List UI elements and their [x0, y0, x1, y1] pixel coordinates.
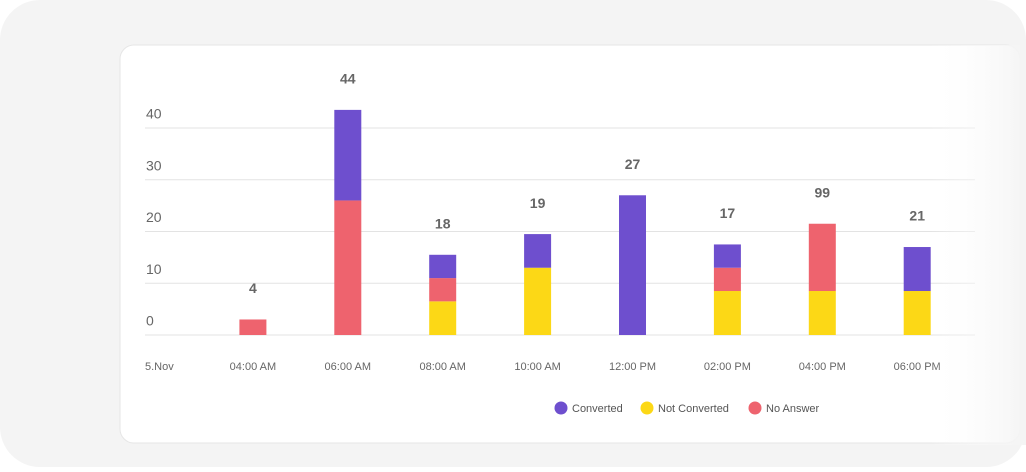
y-tick-label: 0: [146, 313, 154, 329]
bar-segment: [808, 223, 836, 292]
x-tick-label: 08:00 AM: [419, 361, 465, 373]
x-tick-label: 04:00 AM: [230, 361, 276, 373]
total-label: 18: [435, 215, 451, 231]
legend-marker: [640, 401, 654, 415]
fade-overlay: [930, 45, 1026, 445]
x-tick-label: 06:00 PM: [894, 361, 941, 373]
legend-label: Converted: [572, 403, 623, 415]
legend-marker: [748, 401, 762, 415]
total-label: 21: [909, 208, 925, 224]
card: [119, 44, 1021, 444]
bar-segment: [903, 291, 931, 335]
x-tick-label: 04:00 PM: [799, 361, 846, 373]
total-label: 19: [530, 195, 546, 211]
bar-segment: [713, 267, 741, 292]
legend-marker: [554, 401, 568, 415]
y-tick-label: 30: [146, 157, 162, 173]
x-tick-label: 02:00 PM: [704, 361, 751, 373]
bar-segment: [619, 195, 646, 335]
y-tick-label: 10: [146, 261, 162, 277]
bar-segment: [713, 244, 741, 268]
bar-segment: [239, 319, 267, 335]
bar-segment: [524, 267, 552, 335]
bar-segment: [334, 109, 362, 201]
bar-segment: [713, 291, 741, 335]
total-label: 17: [720, 205, 736, 221]
y-tick-label: 20: [146, 209, 162, 225]
bar-segment: [524, 234, 552, 268]
x-tick-label: 12:00 PM: [609, 361, 656, 373]
x-tick-label: 06:00 AM: [325, 361, 371, 373]
y-tick-label: 40: [146, 106, 162, 122]
legend-label: Not Converted: [658, 403, 729, 415]
x-tick-label: 10:00 AM: [514, 361, 560, 373]
bar-segment: [429, 278, 457, 302]
total-label: 4: [249, 280, 257, 296]
legend-label: No Answer: [766, 403, 820, 415]
bar-segment: [903, 247, 931, 292]
bar-segment: [808, 291, 836, 335]
total-label: 44: [340, 71, 356, 87]
x-tick-label: 5.Nov: [145, 361, 174, 373]
bar-segment: [429, 254, 457, 279]
bar-segment: [429, 301, 457, 335]
total-label: 27: [625, 156, 641, 172]
total-label: 99: [815, 184, 831, 200]
bar-segment: [334, 200, 362, 335]
